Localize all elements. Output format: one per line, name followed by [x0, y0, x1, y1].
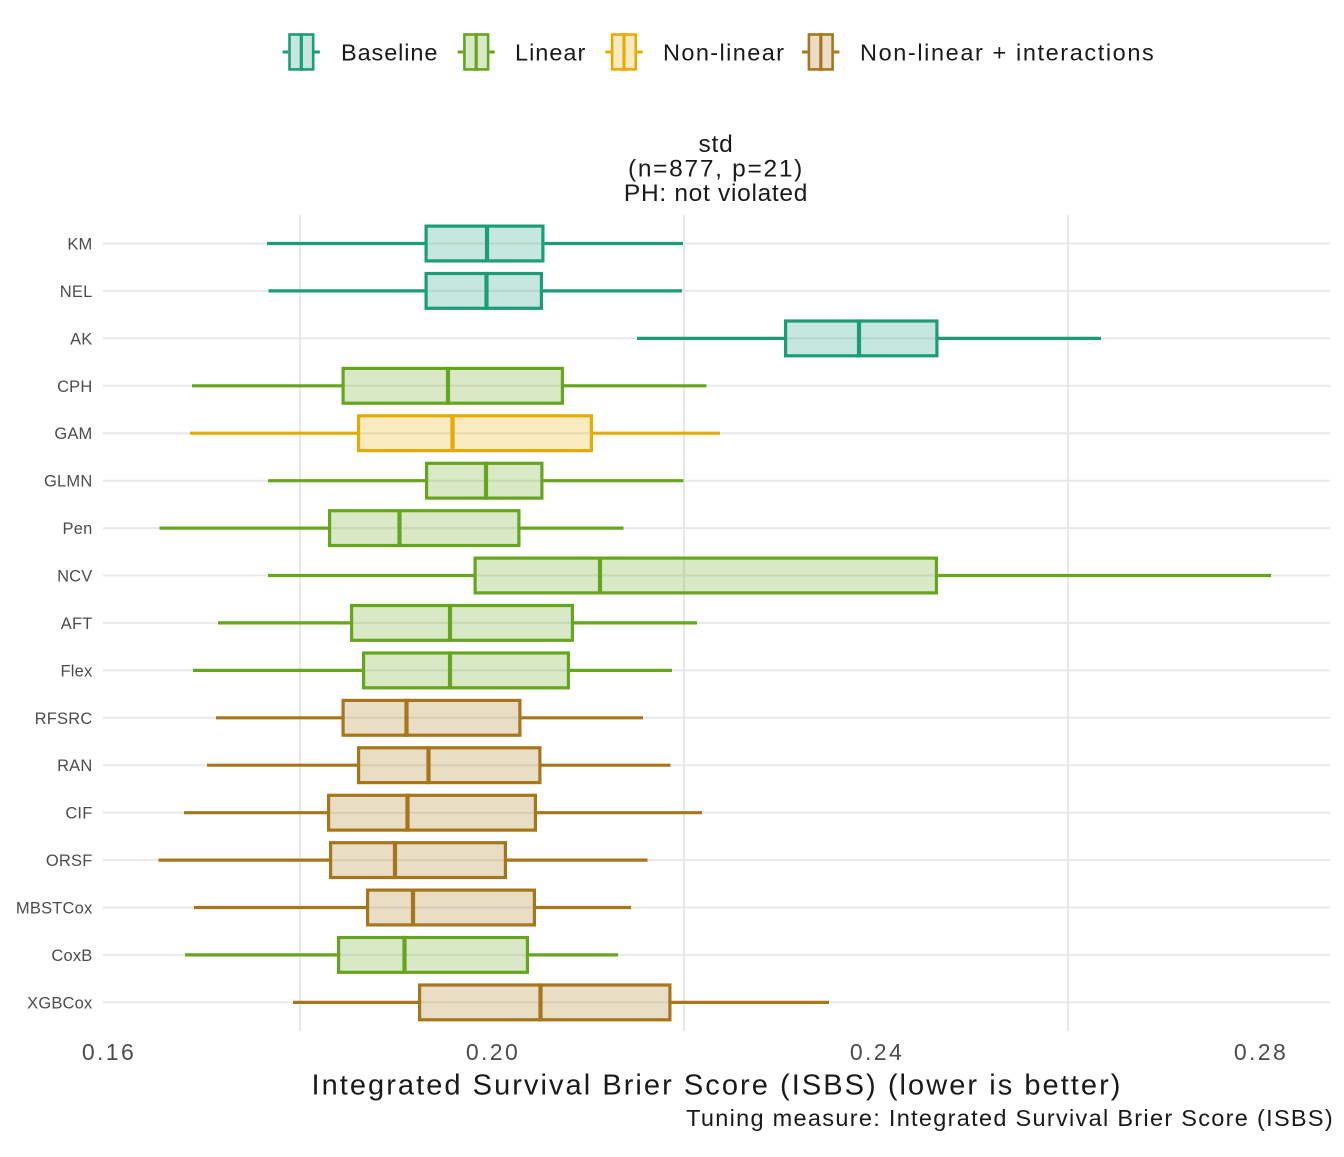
- svg-text:CoxB: CoxB: [51, 947, 92, 965]
- svg-text:Flex: Flex: [61, 662, 94, 680]
- svg-text:NEL: NEL: [60, 283, 93, 301]
- svg-text:0.20: 0.20: [466, 1039, 520, 1065]
- svg-text:AFT: AFT: [61, 615, 93, 633]
- svg-text:RAN: RAN: [57, 757, 92, 775]
- svg-text:Baseline: Baseline: [341, 40, 438, 66]
- svg-text:AK: AK: [70, 330, 92, 348]
- svg-text:Linear: Linear: [515, 40, 586, 66]
- svg-text:GAM: GAM: [54, 425, 92, 443]
- svg-text:0.24: 0.24: [850, 1039, 904, 1065]
- svg-text:MBSTCox: MBSTCox: [16, 900, 93, 918]
- svg-text:Tuning measure: Integrated Sur: Tuning measure: Integrated Survival Brie…: [686, 1105, 1334, 1131]
- svg-text:RFSRC: RFSRC: [35, 710, 93, 728]
- svg-text:Pen: Pen: [63, 520, 93, 538]
- svg-text:ORSF: ORSF: [46, 852, 93, 870]
- svg-text:CPH: CPH: [57, 378, 92, 396]
- svg-text:Integrated Survival Brier Scor: Integrated Survival Brier Score (ISBS) (…: [311, 1070, 1122, 1102]
- svg-text:Non-linear + interactions: Non-linear + interactions: [860, 40, 1155, 66]
- svg-text:std: std: [699, 131, 734, 158]
- svg-text:(n=877, p=21): (n=877, p=21): [628, 156, 804, 183]
- svg-text:XGBCox: XGBCox: [27, 994, 93, 1012]
- svg-text:CIF: CIF: [65, 805, 92, 823]
- svg-text:PH: not violated: PH: not violated: [624, 180, 808, 207]
- svg-text:0.16: 0.16: [82, 1039, 136, 1065]
- svg-text:0.28: 0.28: [1234, 1039, 1288, 1065]
- svg-text:KM: KM: [67, 236, 92, 254]
- svg-text:NCV: NCV: [57, 568, 92, 586]
- svg-text:GLMN: GLMN: [44, 473, 92, 491]
- svg-text:Non-linear: Non-linear: [663, 40, 785, 66]
